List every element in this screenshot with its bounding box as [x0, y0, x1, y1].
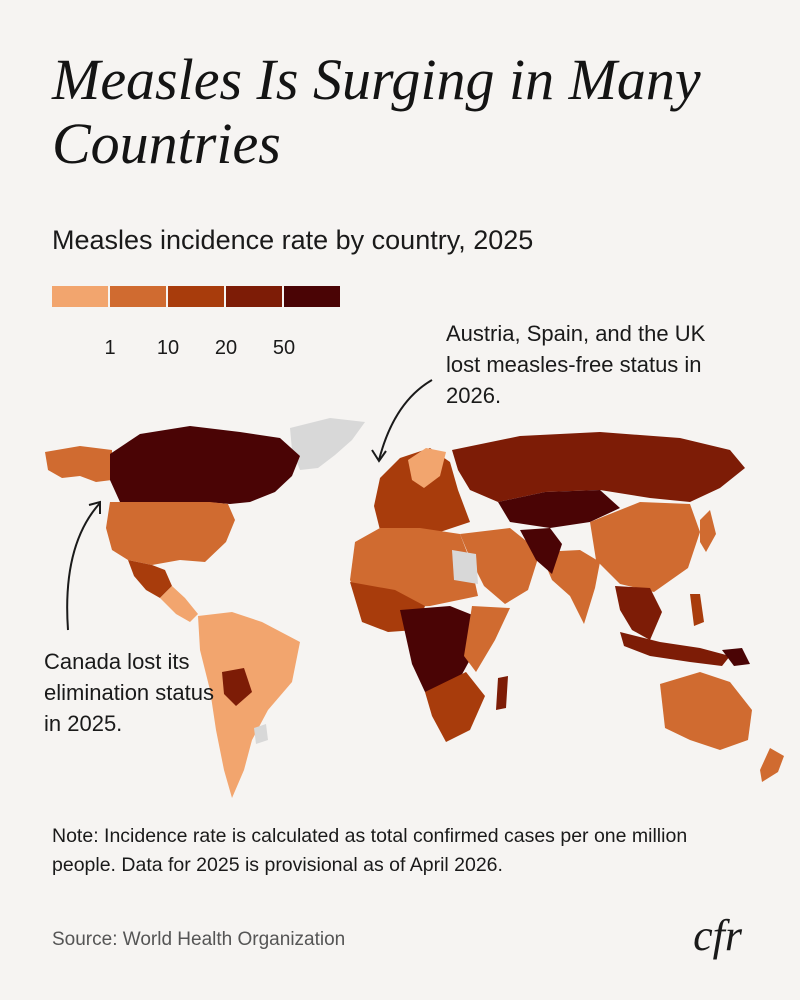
region-united-states [106, 502, 235, 565]
europe-callout-arrow [378, 379, 433, 461]
map-subtitle: Measles incidence rate by country, 2025 [52, 225, 534, 255]
legend-swatch-2 [110, 286, 166, 307]
region-alaska [45, 446, 112, 482]
region-europe [374, 448, 470, 538]
region-madagascar [496, 676, 508, 710]
cfr-logo: cfr [693, 911, 742, 960]
canada-callout-arrow [66, 502, 101, 631]
region-bolivia [222, 668, 252, 706]
region-southern-africa [425, 672, 485, 742]
region-north-africa-no-data [452, 550, 478, 584]
color-legend: 1 10 20 50 [52, 286, 352, 359]
region-middle-east [460, 528, 540, 604]
canada-annotation: Canada lost its elimination status in 20… [44, 649, 214, 736]
legend-swatch-3 [168, 286, 224, 307]
page-title: Measles Is Surging in Many Countries [52, 47, 701, 176]
legend-swatch-1 [52, 286, 108, 307]
region-australia [660, 672, 752, 750]
region-south-america [198, 612, 300, 798]
footnote: Note: Incidence rate is calculated as to… [52, 825, 688, 876]
legend-tick-label: 10 [156, 337, 180, 359]
region-south-america-no-data [254, 724, 268, 744]
europe-annotation: Austria, Spain, and the UK lost measles-… [446, 321, 706, 408]
region-south-asia [540, 550, 600, 624]
region-east-africa [464, 606, 510, 672]
region-afghanistan-pakistan [520, 528, 562, 574]
world-map [45, 418, 784, 798]
legend-ticks: 1 10 20 50 [52, 307, 352, 359]
source-credit: Source: World Health Organization [52, 929, 346, 950]
region-central-africa [400, 606, 475, 700]
region-greenland [290, 418, 365, 470]
region-papua-new-guinea [722, 648, 750, 666]
europe-arrowhead [371, 449, 387, 463]
region-central-america [160, 586, 198, 622]
region-east-asia [590, 502, 700, 592]
legend-tick-label: 20 [214, 337, 238, 359]
legend-swatch-4 [226, 286, 282, 307]
region-canada [110, 426, 300, 504]
legend-tick-label: 1 [104, 337, 116, 359]
region-japan [700, 510, 716, 552]
region-scandinavia [408, 448, 446, 488]
legend-tick-label: 50 [272, 337, 296, 359]
region-central-asia [498, 490, 620, 528]
region-philippines [690, 594, 704, 626]
region-indonesia [620, 632, 730, 666]
legend-swatch-5 [284, 286, 340, 307]
region-new-zealand [760, 748, 784, 782]
region-russia [452, 432, 745, 502]
region-mexico [128, 560, 172, 598]
region-southeast-asia [615, 586, 662, 640]
legend-color-scale [52, 286, 352, 307]
canada-arrowhead [88, 500, 101, 514]
